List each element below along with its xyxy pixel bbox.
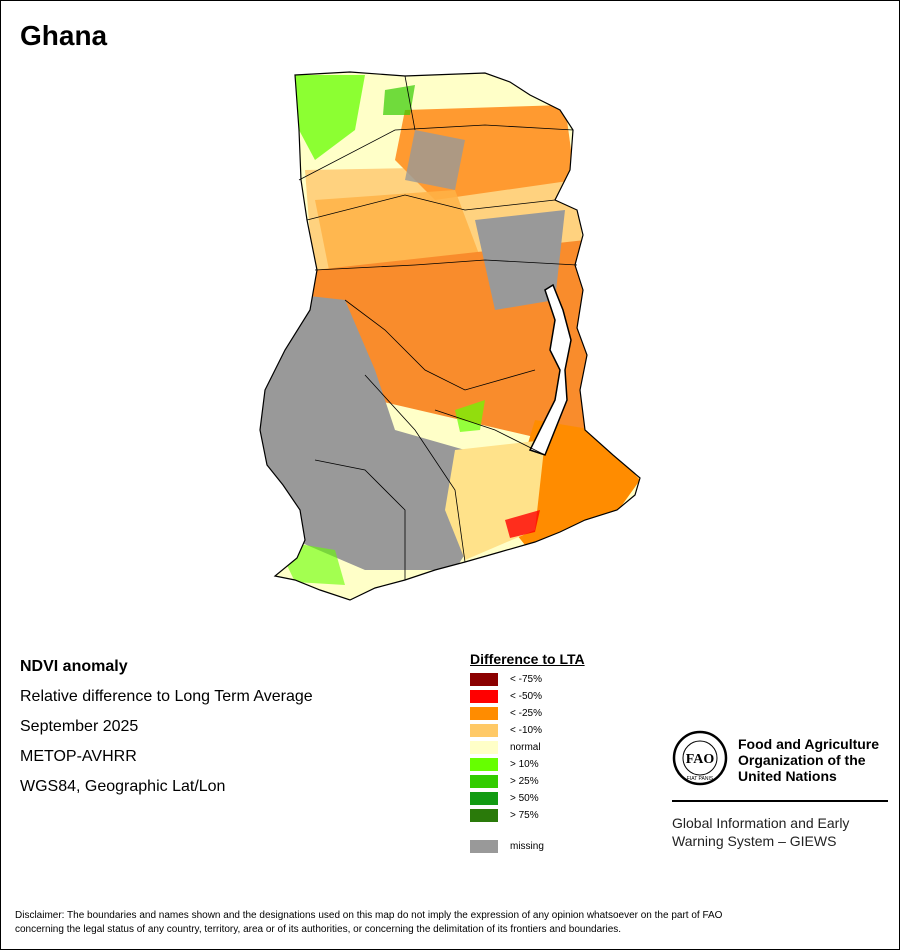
map-missing-north: [405, 130, 465, 190]
giews-line2: Warning System – GIEWS: [672, 833, 837, 849]
legend-label: > 50%: [510, 793, 539, 804]
legend-label: missing: [510, 841, 544, 852]
info-product: NDVI anomaly: [20, 658, 128, 675]
map-info: NDVI anomaly Relative difference to Long…: [20, 656, 313, 806]
fao-logo-icon: FAO FIAT PANIS: [672, 730, 728, 786]
fao-name: Food and Agriculture Organization of the…: [738, 736, 888, 784]
info-date: September 2025: [20, 718, 139, 735]
legend-swatch: [470, 724, 498, 737]
legend-swatch: [470, 741, 498, 754]
map-northwest-positive: [295, 75, 365, 160]
legend-item: < -50%: [470, 688, 650, 705]
info-description: Relative difference to Long Term Average: [20, 688, 313, 705]
fao-name-line3: United Nations: [738, 768, 837, 784]
svg-text:FIAT PANIS: FIAT PANIS: [687, 776, 714, 782]
disclaimer: Disclaimer: The boundaries and names sho…: [15, 909, 885, 937]
legend-item: < -10%: [470, 722, 650, 739]
map-title: Ghana: [20, 20, 108, 51]
info-sensor: METOP-AVHRR: [20, 748, 137, 765]
giews-name: Global Information and Early Warning Sys…: [672, 814, 888, 850]
legend-swatch: [470, 673, 498, 686]
disclaimer-line2: concerning the legal status of any count…: [15, 924, 622, 935]
map-red-spot: [505, 510, 540, 538]
map-missing-east: [475, 210, 565, 310]
fao-name-line1: Food and Agriculture: [738, 736, 880, 752]
legend: Difference to LTA < -75% < -50% < -25% < -1…: [470, 651, 650, 855]
legend-swatch: [470, 792, 498, 805]
legend-item: < -25%: [470, 705, 650, 722]
legend-swatch: [470, 840, 498, 853]
fao-name-line2: Organization of the: [738, 752, 866, 768]
legend-swatch: [470, 775, 498, 788]
map-missing-southwest: [260, 290, 505, 570]
legend-swatch: [470, 758, 498, 771]
fao-divider: [672, 800, 888, 802]
ghana-border: [259, 71, 641, 601]
legend-item: > 25%: [470, 773, 650, 790]
legend-label: < -10%: [510, 725, 542, 736]
legend-swatch: [470, 707, 498, 720]
legend-label: > 75%: [510, 810, 539, 821]
legend-item: > 50%: [470, 790, 650, 807]
legend-item: < -75%: [470, 671, 650, 688]
map-north-positive: [383, 85, 415, 115]
legend-label: normal: [510, 742, 541, 753]
giews-line1: Global Information and Early: [672, 815, 850, 831]
legend-swatch: [470, 809, 498, 822]
legend-label: < -75%: [510, 674, 542, 685]
legend-item-missing: missing: [470, 838, 650, 855]
legend-title: Difference to LTA: [470, 651, 585, 667]
legend-label: < -25%: [510, 708, 542, 719]
legend-label: > 25%: [510, 776, 539, 787]
disclaimer-line1: Disclaimer: The boundaries and names sho…: [15, 910, 723, 921]
legend-item: > 10%: [470, 756, 650, 773]
legend-label: > 10%: [510, 759, 539, 770]
svg-text:FAO: FAO: [686, 752, 715, 767]
legend-swatch: [470, 690, 498, 703]
info-projection: WGS84, Geographic Lat/Lon: [20, 778, 226, 795]
region-boundaries: [298, 75, 578, 580]
legend-label: < -50%: [510, 691, 542, 702]
ghana-ndvi-map: [259, 71, 641, 601]
legend-item: normal: [470, 739, 650, 756]
legend-item: > 75%: [470, 807, 650, 824]
